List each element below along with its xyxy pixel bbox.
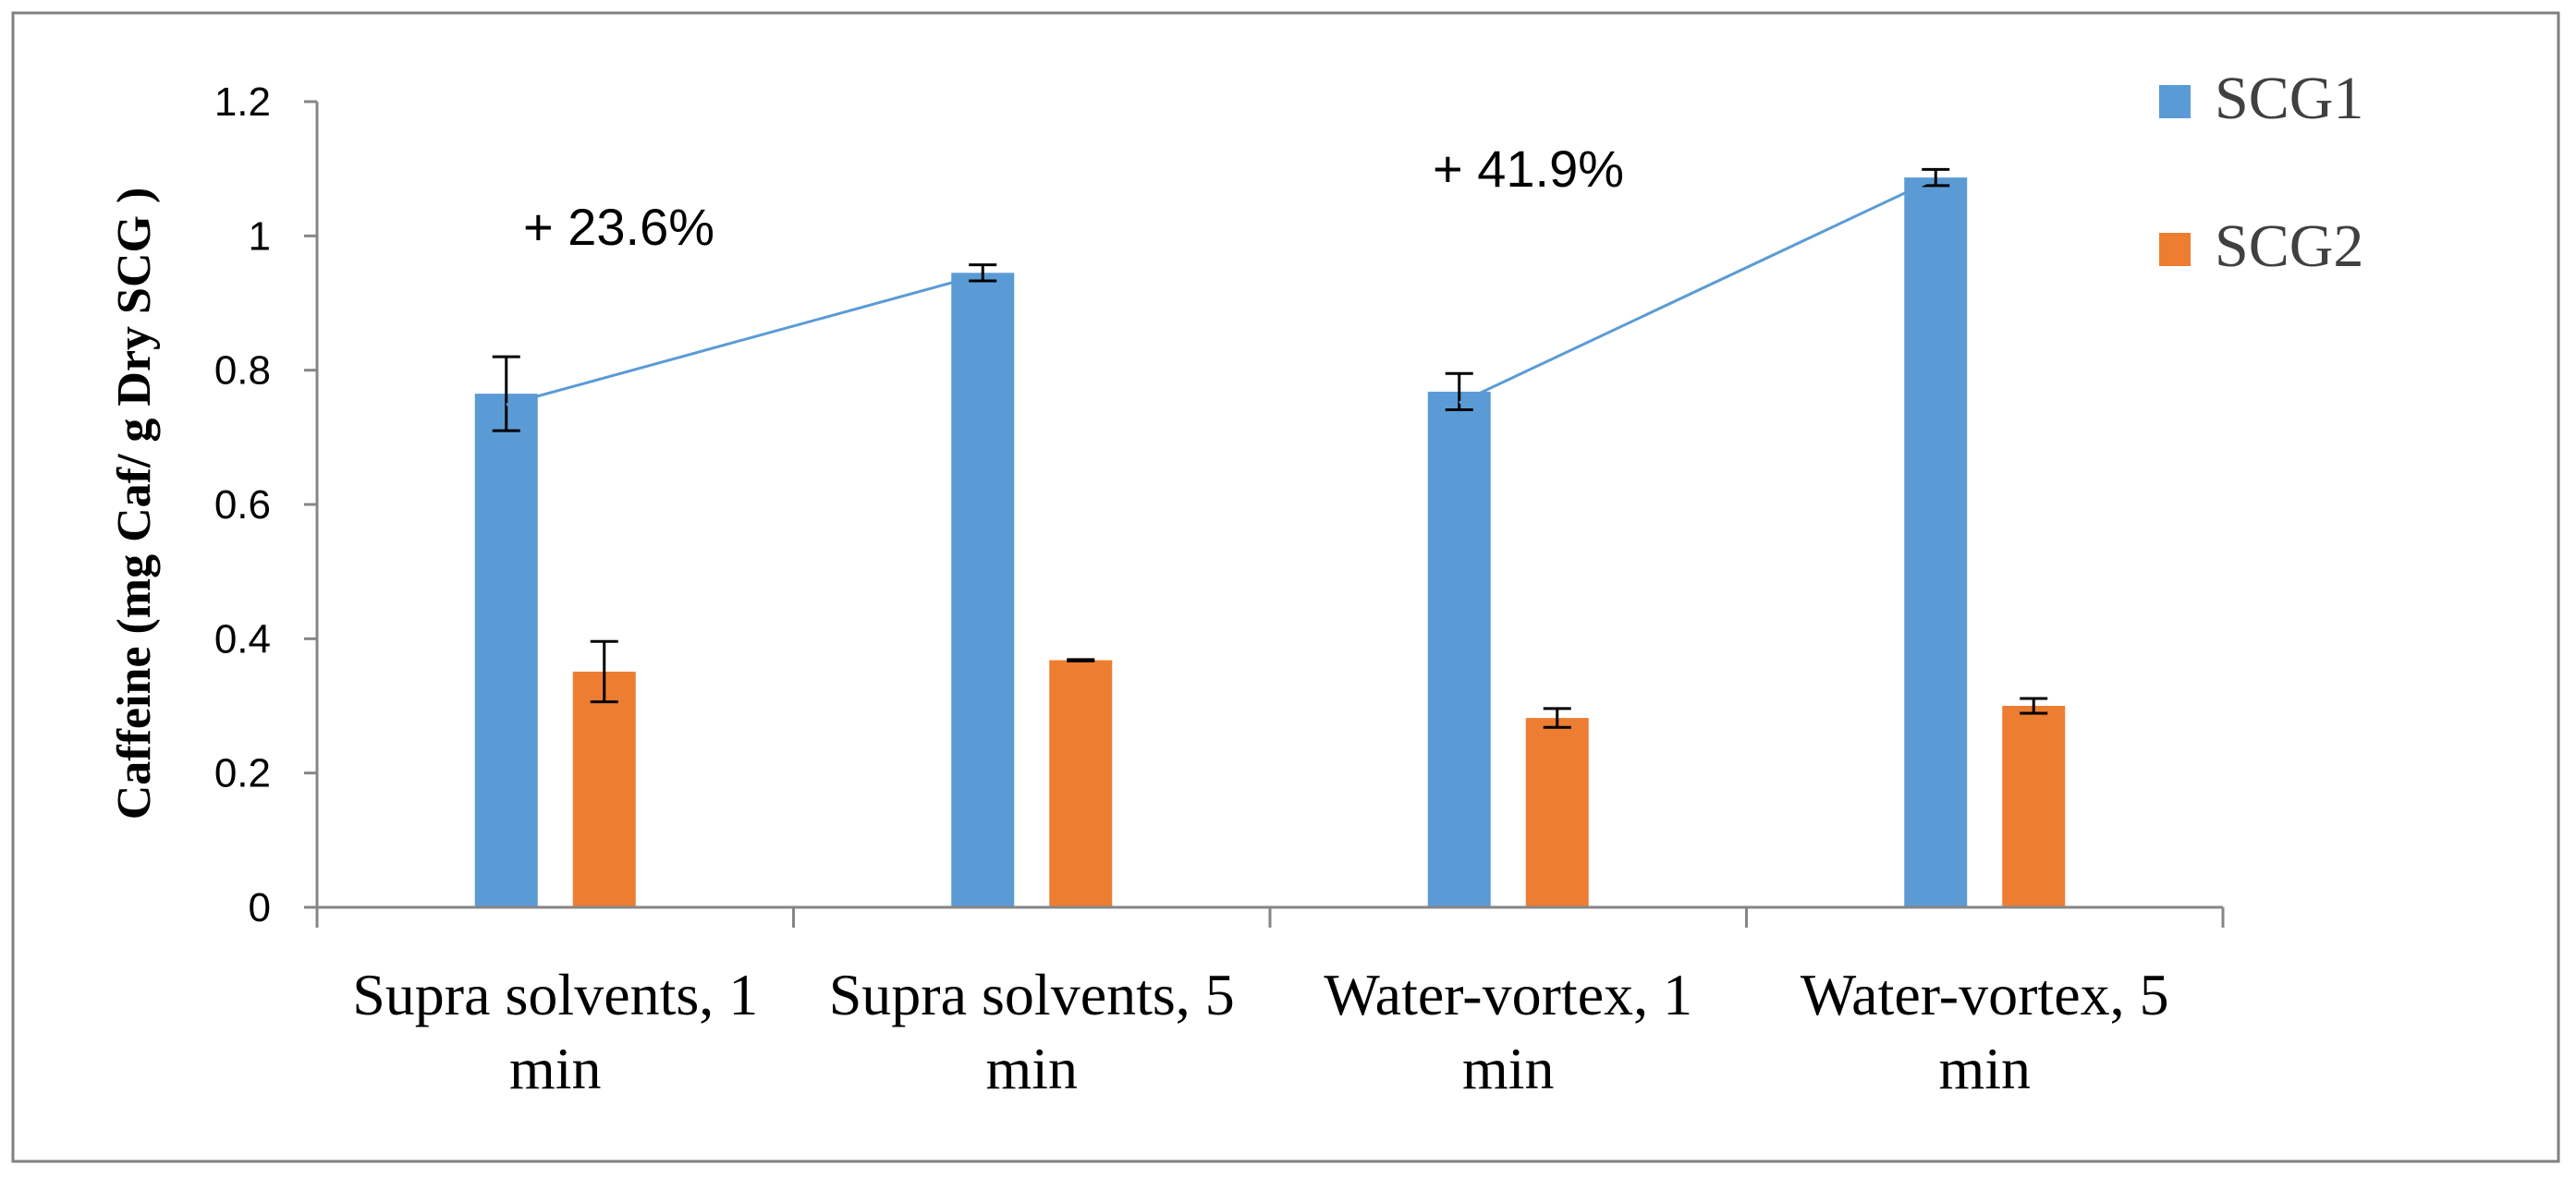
legend-swatch-scg1 <box>2159 85 2191 118</box>
y-tick-label: 0.6 <box>214 482 271 528</box>
y-tick-label: 1.2 <box>214 79 271 125</box>
bar-scg1 <box>1427 391 1491 907</box>
x-category-label: min <box>509 1036 602 1101</box>
x-category-label: min <box>1938 1036 2031 1101</box>
percent-change-line <box>1459 177 1935 405</box>
legend-label-scg2: SCG2 <box>2215 213 2363 280</box>
x-category-label: min <box>985 1036 1078 1101</box>
percent-change-line <box>506 273 982 407</box>
percent-change-label: + 41.9% <box>1433 140 1624 198</box>
x-category-label: Supra solvents, 1 <box>352 962 758 1027</box>
y-tick-label: 0 <box>249 885 271 930</box>
bar-scg1 <box>474 394 538 908</box>
y-axis-title: Caffeine (mg Caf/ g Dry SCG ) <box>108 188 161 820</box>
percent-change-label: + 23.6% <box>523 198 714 256</box>
bar-scg2 <box>1049 660 1113 907</box>
bar-scg2 <box>1525 718 1589 907</box>
legend-label-scg1: SCG1 <box>2215 65 2363 132</box>
chart-frame <box>11 11 2560 1163</box>
x-category-label: Water-vortex, 5 <box>1801 962 2169 1027</box>
bar-scg1 <box>951 273 1015 907</box>
y-tick-label: 0.2 <box>214 751 271 796</box>
y-tick-label: 0.4 <box>214 616 271 662</box>
bar-scg1 <box>1904 177 1968 907</box>
bar-scg2 <box>2002 706 2066 907</box>
bar-scg2 <box>572 671 636 907</box>
y-tick-label: 1 <box>249 213 271 259</box>
x-category-label: min <box>1462 1036 1555 1101</box>
legend-swatch-scg2 <box>2159 233 2191 266</box>
y-tick-label: 0.8 <box>214 348 271 394</box>
x-category-label: Water-vortex, 1 <box>1324 962 1692 1027</box>
x-category-label: Supra solvents, 5 <box>829 962 1235 1027</box>
